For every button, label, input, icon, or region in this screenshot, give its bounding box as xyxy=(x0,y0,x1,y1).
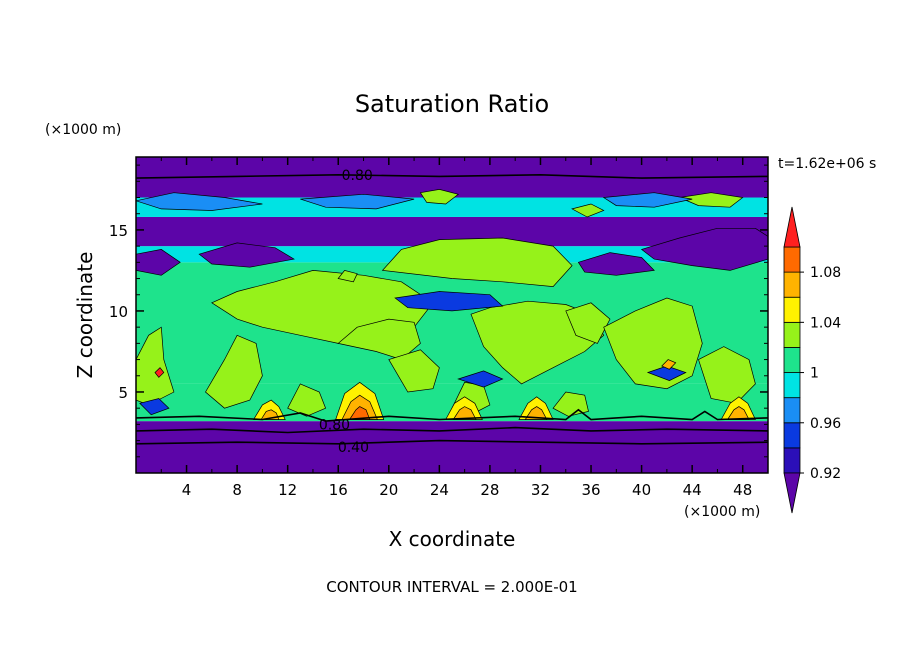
colorbar-extend-high xyxy=(783,206,801,248)
field-region-9 xyxy=(698,346,756,404)
contour-label-0: 0.80 xyxy=(342,168,373,184)
contour-line-2 xyxy=(136,426,768,434)
y-axis: 5 10 15 xyxy=(109,164,768,458)
field-region-24 xyxy=(139,398,170,416)
contour-interval-footer: CONTOUR INTERVAL = 2.000E-01 xyxy=(326,578,577,596)
x-tick-label-3: 16 xyxy=(329,481,348,499)
y-tick-label-0: 5 xyxy=(118,384,128,402)
colorbar-segment-1 xyxy=(783,422,801,449)
colorbar-extend-low xyxy=(783,472,801,514)
y-unit-label: (×1000 m) xyxy=(45,122,121,138)
colorbar-label-4: 1.08 xyxy=(810,265,841,281)
contour-line-1 xyxy=(136,408,768,422)
field-region-34 xyxy=(524,406,548,420)
colorbar-segment-4 xyxy=(783,347,801,373)
field-region-27 xyxy=(602,192,693,208)
contour-label-2: 0.40 xyxy=(338,440,369,456)
colorbar-segment-3 xyxy=(783,372,801,399)
field-region-38 xyxy=(726,406,750,420)
field-region-40 xyxy=(154,367,165,378)
field-region-3 xyxy=(337,318,421,360)
field-region-0 xyxy=(136,326,175,406)
field-region-8 xyxy=(603,297,703,390)
plot-frame xyxy=(135,156,769,474)
colorbar-segment-0 xyxy=(783,447,801,474)
field-region-14 xyxy=(419,189,460,205)
field-region-22 xyxy=(457,370,504,388)
contour-line-3 xyxy=(136,439,768,445)
colorbar-segment-2 xyxy=(783,397,801,424)
contour-line-0 xyxy=(136,173,768,179)
x-tick-label-0: 4 xyxy=(182,481,192,499)
x-tick-label-6: 28 xyxy=(480,481,499,499)
field-region-30 xyxy=(348,406,371,420)
chart-title: Saturation Ratio xyxy=(355,90,549,118)
field-region-5 xyxy=(381,237,573,287)
field-region-26 xyxy=(300,193,415,210)
colorbar-segment-6 xyxy=(783,296,801,323)
x-tick-label-9: 40 xyxy=(632,481,651,499)
plot-area: 0.800.800.40 4 8 12 16 20 24 28 32 36 40 44 48 5101… xyxy=(109,156,769,499)
field-region-23 xyxy=(646,365,687,381)
colorbar-label-3: 1.04 xyxy=(810,315,841,331)
y-axis-label: Z coordinate xyxy=(73,252,97,379)
field-region-7 xyxy=(565,302,611,344)
field-region-4 xyxy=(388,349,440,393)
x-unit-label: (×1000 m) xyxy=(684,504,760,520)
x-tick-label-10: 44 xyxy=(683,481,702,499)
field-band-5 xyxy=(136,197,768,217)
x-tick-label-8: 36 xyxy=(581,481,600,499)
field-region-25 xyxy=(136,192,263,211)
field-region-10 xyxy=(287,383,327,417)
colorbar-segment-5 xyxy=(783,321,801,348)
field-region-39 xyxy=(661,359,677,370)
field-region-15 xyxy=(571,203,605,218)
y-tick-label-1: 10 xyxy=(109,303,128,321)
x-tick-label-5: 24 xyxy=(430,481,449,499)
field-region-19 xyxy=(577,252,655,276)
colorbar-label-0: 0.92 xyxy=(810,466,841,482)
x-tick-label-2: 12 xyxy=(278,481,297,499)
field-region-17 xyxy=(136,249,181,276)
field-region-18 xyxy=(198,242,295,268)
field-region-32 xyxy=(452,406,477,420)
x-axis: 4 8 12 16 20 24 28 32 36 40 44 48 xyxy=(160,157,752,499)
colorbar-segment-8 xyxy=(783,246,801,273)
x-tick-label-7: 32 xyxy=(531,481,550,499)
x-tick-label-11: 48 xyxy=(733,481,752,499)
contour-label-1: 0.80 xyxy=(319,417,350,433)
x-axis-label: X coordinate xyxy=(389,527,516,551)
colorbar-segment-7 xyxy=(783,271,801,298)
x-tick-label-1: 8 xyxy=(232,481,242,499)
field-region-1 xyxy=(205,334,263,409)
colorbar: 0.92 0.96 1 1.04 1.08 xyxy=(783,206,841,514)
x-tick-label-4: 20 xyxy=(379,481,398,499)
field-region-21 xyxy=(394,291,504,312)
y-tick-label-2: 15 xyxy=(109,222,128,240)
field-region-13 xyxy=(337,270,358,283)
field-region-20 xyxy=(640,227,768,271)
field-region-16 xyxy=(678,192,744,208)
colorbar-label-2: 1 xyxy=(810,366,819,382)
time-label: t=1.62e+06 s xyxy=(778,156,876,172)
colorbar-label-1: 0.96 xyxy=(810,416,841,432)
